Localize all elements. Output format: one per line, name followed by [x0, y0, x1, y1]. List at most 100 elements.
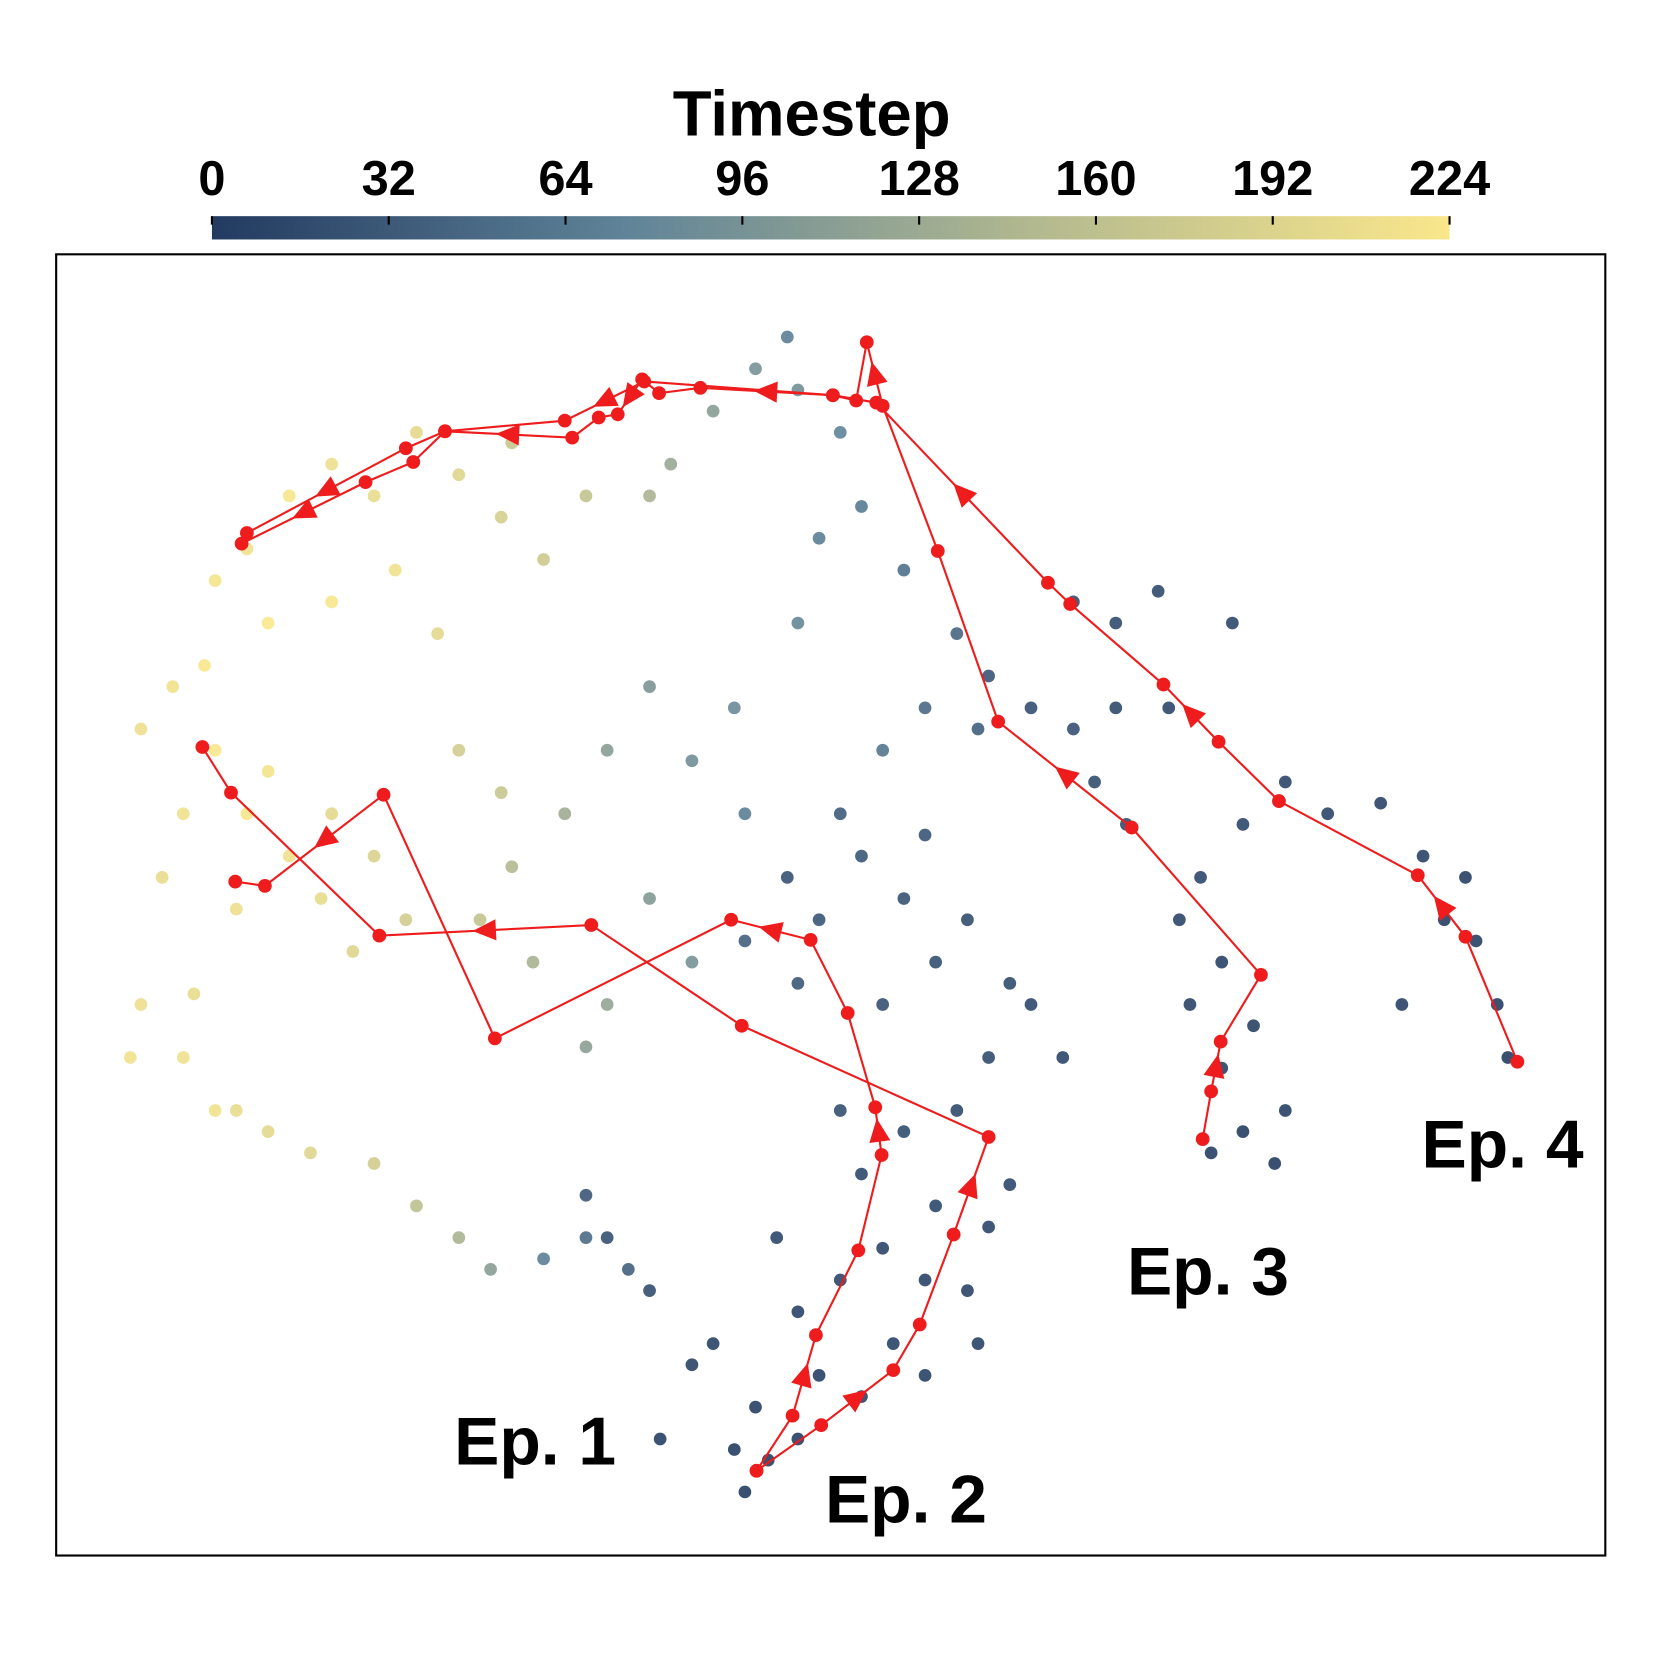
point [346, 945, 360, 958]
point [886, 1337, 900, 1350]
point [664, 457, 678, 471]
point [727, 1443, 741, 1456]
point [282, 489, 296, 503]
direction-arrow [791, 1363, 812, 1389]
trajectory-point [406, 455, 421, 469]
colorbar-tick-label: 224 [1409, 152, 1490, 206]
point [1172, 913, 1186, 927]
trajectory-point [930, 544, 945, 558]
point [643, 489, 656, 503]
point [537, 553, 550, 566]
point [621, 1263, 635, 1276]
point [918, 828, 932, 842]
point [325, 457, 339, 471]
trajectory-point [584, 918, 599, 932]
point [897, 1125, 911, 1139]
trajectory-point [874, 1148, 889, 1162]
point [950, 627, 964, 641]
point [579, 489, 593, 503]
trajectory-point [565, 430, 580, 445]
trajectory-point [195, 740, 210, 754]
trajectory-point [376, 787, 391, 802]
point [579, 1040, 593, 1054]
point [176, 1051, 190, 1064]
trajectory-point [637, 374, 652, 389]
point [410, 1199, 423, 1213]
trajectory-point [814, 1418, 829, 1433]
point [918, 1369, 932, 1382]
episode-label: Ep. 1 [454, 1404, 616, 1479]
direction-arrow [1203, 1054, 1225, 1079]
direction-arrow [495, 424, 520, 446]
point [208, 574, 222, 588]
point [982, 669, 995, 683]
episode-trajectory [195, 740, 996, 1478]
point [452, 743, 466, 757]
point [982, 1051, 995, 1064]
point [706, 1337, 720, 1350]
point [685, 1358, 699, 1372]
point [876, 743, 890, 757]
direction-arrow [1054, 766, 1080, 790]
trajectory-point [946, 1227, 961, 1242]
point [134, 998, 148, 1011]
point [1236, 1125, 1250, 1139]
point [1459, 871, 1472, 884]
trajectory-point [240, 526, 254, 540]
point [600, 1231, 614, 1244]
trajectory-point [785, 1408, 800, 1423]
point [1067, 722, 1080, 736]
direction-arrow [593, 386, 619, 407]
point [1088, 775, 1101, 789]
point [325, 807, 339, 821]
direction-arrow [753, 381, 778, 403]
point [261, 765, 275, 778]
trajectory-point [398, 441, 413, 456]
point [918, 1273, 932, 1287]
direction-arrow [953, 483, 978, 508]
point [706, 404, 720, 418]
point [1056, 1051, 1070, 1064]
trajectory-point [1410, 868, 1425, 883]
point [410, 425, 423, 439]
point [229, 902, 243, 916]
trajectory-point [886, 1363, 901, 1377]
episode-label: Ep. 3 [1127, 1235, 1289, 1310]
point [304, 1146, 317, 1160]
point [198, 659, 211, 672]
point [1024, 998, 1038, 1011]
point [1416, 849, 1430, 863]
colorbar-tick-label: 64 [538, 152, 592, 206]
point [643, 1284, 656, 1297]
trajectory-point [1195, 1132, 1210, 1146]
point [367, 849, 381, 863]
point [505, 860, 519, 874]
episode-trajectory [228, 787, 891, 1478]
point [494, 786, 508, 799]
point [643, 892, 656, 905]
trajectory-point [1510, 1054, 1525, 1069]
trajectory-point [358, 475, 373, 490]
colorbar-tick-label: 192 [1232, 152, 1313, 206]
point [876, 998, 890, 1011]
direction-arrow [867, 361, 888, 387]
direction-arrow [315, 476, 341, 497]
point [929, 1199, 942, 1213]
point [134, 722, 148, 736]
point [961, 1284, 974, 1297]
colorbar [211, 216, 1450, 240]
point [187, 987, 201, 1001]
trajectory-point [1272, 794, 1286, 808]
point [431, 627, 444, 641]
trajectory-point [981, 1130, 996, 1144]
point [261, 1125, 275, 1139]
direction-arrow [292, 498, 318, 519]
point [1109, 701, 1123, 715]
point [1236, 818, 1250, 831]
plot-frame [55, 253, 1607, 1557]
trajectory-point [840, 1006, 855, 1020]
episode-trajectory [240, 374, 1525, 1069]
point [653, 1432, 667, 1446]
